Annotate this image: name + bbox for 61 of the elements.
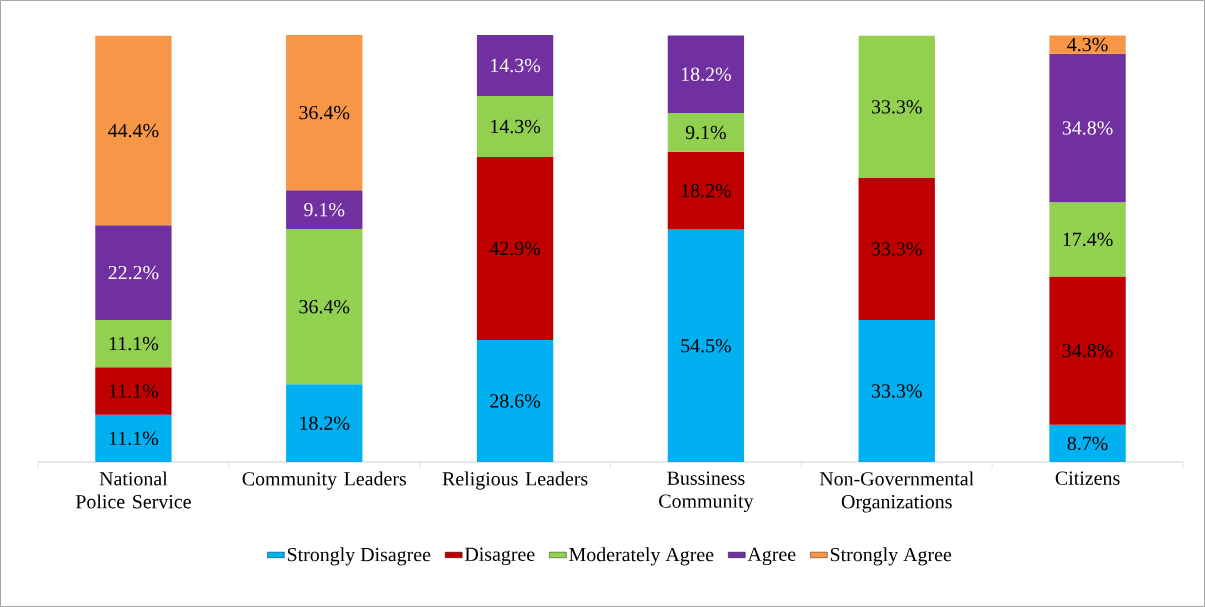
x-tick-label: Non-Governmental Organizations — [819, 471, 974, 513]
data-label: 28.6% — [490, 394, 541, 408]
data-label: 11.1% — [109, 431, 159, 446]
bar — [1049, 202, 1126, 277]
x-tick-label: Community Leaders — [242, 471, 406, 490]
bar — [476, 95, 554, 157]
data-label: 18.2% — [681, 67, 731, 81]
x-tick-label: Citizens — [1055, 471, 1120, 485]
bar — [476, 156, 554, 340]
data-label: 14.3% — [491, 119, 541, 134]
data-label: 17.4% — [1063, 232, 1113, 247]
data-label: 18.2% — [300, 416, 350, 430]
data-label: 33.3% — [871, 384, 922, 398]
bar — [1049, 35, 1126, 54]
bar — [286, 34, 363, 191]
data-label: 14.3% — [491, 58, 541, 73]
bar — [858, 177, 935, 320]
bar — [286, 384, 363, 462]
bar — [95, 319, 172, 368]
bar — [95, 225, 172, 320]
data-label: 36.4% — [299, 299, 350, 314]
bar — [667, 229, 745, 462]
data-label: 11.1% — [109, 336, 159, 351]
legend-label: Disagree — [464, 547, 535, 566]
bar — [667, 113, 745, 152]
bar — [1049, 424, 1126, 462]
bar — [667, 35, 745, 114]
bar — [95, 367, 172, 415]
data-label: 22.2% — [108, 265, 159, 280]
bar — [476, 339, 554, 462]
data-label: 8.7% — [1067, 436, 1108, 451]
data-label: 9.1% — [685, 125, 726, 140]
data-label: 9.1% — [304, 202, 345, 217]
legend-label: Strongly Disagree — [287, 547, 431, 566]
data-label: 34.8% — [1062, 343, 1113, 358]
data-label: 54.5% — [681, 338, 731, 353]
x-tick-label: Bussiness Community — [659, 471, 754, 512]
data-label: 44.4% — [108, 123, 159, 138]
legend-label: Agree — [747, 547, 796, 566]
data-label: 42.9% — [489, 241, 541, 256]
bar — [95, 35, 172, 226]
bar — [667, 151, 745, 230]
data-label: 33.3% — [871, 242, 922, 256]
bar — [286, 190, 363, 230]
bar — [1049, 53, 1126, 203]
legend-label: Moderately Agree — [569, 547, 714, 566]
data-label: 36.4% — [299, 105, 350, 120]
data-label: 33.3% — [871, 100, 922, 114]
data-label: 4.3% — [1067, 37, 1108, 52]
data-label: 18.2% — [681, 183, 731, 198]
bar — [1049, 276, 1126, 425]
x-tick-label: Religious Leaders — [442, 471, 588, 490]
bar — [286, 229, 363, 385]
bar — [95, 414, 172, 462]
data-label: 34.8% — [1062, 121, 1113, 135]
x-tick-label: National Police Service — [75, 471, 191, 509]
bar — [476, 34, 554, 96]
bar — [858, 35, 935, 178]
legend-label: Strongly Agree — [830, 547, 952, 566]
data-label: 11.1% — [109, 384, 159, 398]
bar — [858, 319, 935, 462]
